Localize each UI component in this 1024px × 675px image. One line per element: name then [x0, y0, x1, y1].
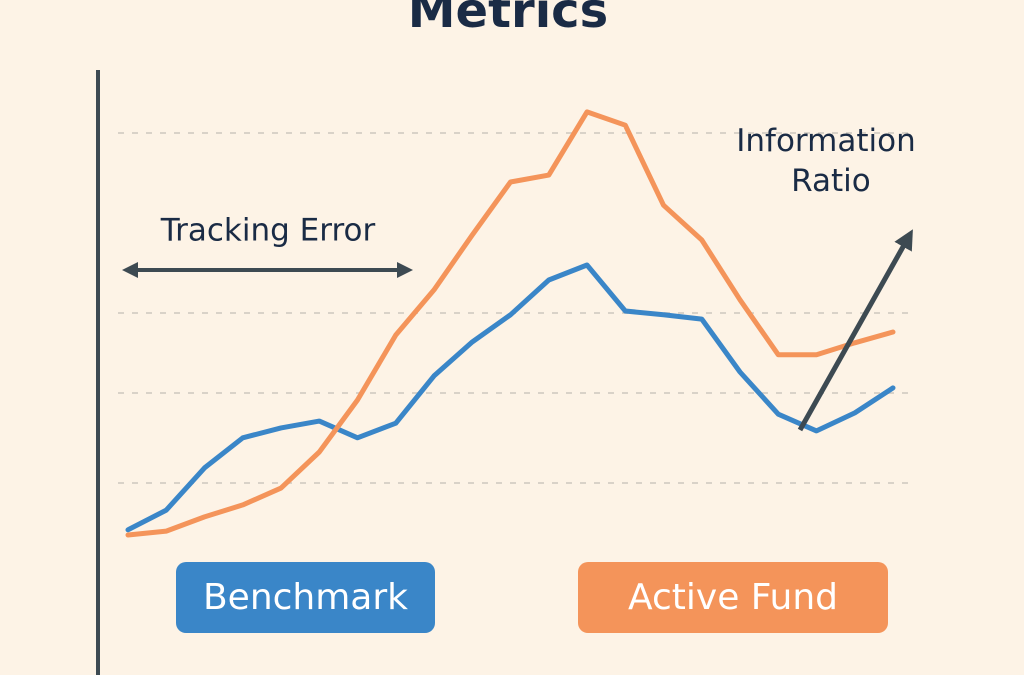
annotation-line: Ratio — [781, 163, 870, 199]
legend-label: Benchmark — [203, 577, 408, 618]
legend-swatch — [578, 562, 888, 633]
annotation-line: Information — [736, 123, 915, 159]
series-line — [125, 262, 896, 533]
legend: Benchmark Active Fund — [176, 562, 888, 633]
annotation: Tracking Error — [160, 213, 376, 249]
information-ratio-arrow — [797, 229, 913, 432]
legend-label: Active Fund — [628, 577, 838, 618]
chart-title: Metrics — [408, 0, 608, 39]
annotation: Information Ratio — [736, 123, 915, 199]
lines — [125, 109, 896, 538]
series-line — [125, 109, 896, 538]
legend-swatch — [176, 562, 435, 633]
